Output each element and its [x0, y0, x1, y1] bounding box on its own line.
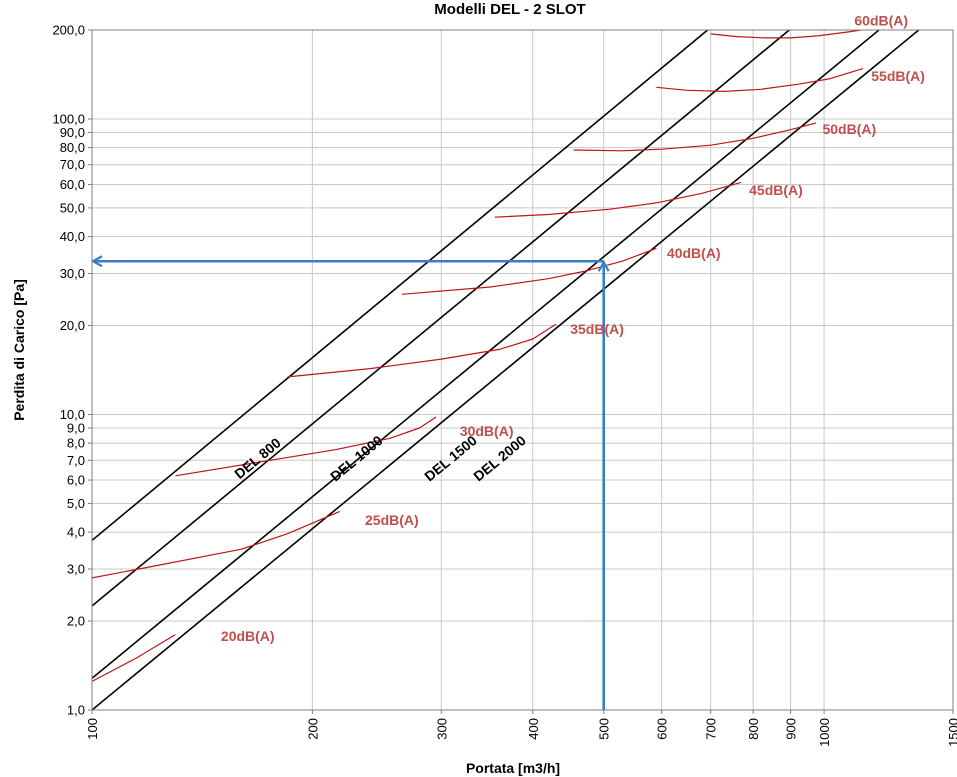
x-tick-label: 600	[655, 718, 670, 740]
y-tick-label: 9,0	[67, 421, 85, 436]
noise-label-50db-a: 50dB(A)	[822, 121, 876, 137]
noise-curve-50db-a	[573, 122, 817, 152]
x-tick-label: 500	[597, 718, 612, 740]
y-tick-label: 1,0	[67, 703, 85, 718]
example-selection	[93, 261, 604, 710]
noise-label-30db-a: 30dB(A)	[460, 423, 514, 439]
x-tick-label: 700	[704, 718, 719, 740]
y-tick-label: 5,0	[67, 496, 85, 511]
noise-labels: 20dB(A) 25dB(A) 30dB(A) 35dB(A) 40dB(A) 45dB(…	[221, 13, 925, 644]
noise-curves	[92, 30, 866, 682]
noise-label-55db-a: 55dB(A)	[871, 68, 925, 84]
y-tick-label: 4,0	[67, 525, 85, 540]
noise-label-25db-a: 25dB(A)	[365, 512, 419, 528]
noise-label-60db-a: 60dB(A)	[854, 13, 908, 29]
model-line-del-1000	[92, 30, 791, 607]
y-tick-label: 6,0	[67, 473, 85, 488]
noise-curve-25db-a	[92, 510, 341, 579]
model-label-del-1500: DEL 1500	[421, 432, 480, 484]
model-line-del-1500	[92, 30, 881, 679]
model-label-del-2000: DEL 2000	[470, 432, 529, 484]
y-axis-ticks: 1,0 2,0 3,0 4,0 5,0 6,0 7,0 8,09,010,0 20,0 30,0 4…	[52, 23, 92, 718]
y-tick-label: 2,0	[67, 614, 85, 629]
y-tick-label: 20,0	[60, 318, 85, 333]
noise-label-45db-a: 45dB(A)	[749, 182, 803, 198]
noise-curve-30db-a	[175, 416, 437, 477]
x-tick-label: 300	[434, 718, 449, 740]
x-tick-label: 1000	[817, 718, 832, 747]
y-tick-label: 10,0	[60, 407, 85, 422]
noise-curve-35db-a	[287, 323, 557, 378]
noise-curve-20db-a	[92, 634, 176, 682]
noise-curve-55db-a	[656, 68, 864, 93]
chart-title: Modelli DEL - 2 SLOT	[434, 1, 585, 18]
x-tick-label: 1500	[946, 718, 957, 747]
y-tick-label: 90,0	[60, 125, 85, 140]
model-line-del-2000	[92, 30, 921, 710]
y-tick-label: 3,0	[67, 562, 85, 577]
x-tick-label: 100	[85, 718, 100, 740]
y-tick-label: 100,0	[52, 111, 85, 126]
y-tick-label: 80,0	[60, 140, 85, 155]
noise-label-40db-a: 40dB(A)	[667, 245, 721, 261]
y-tick-label: 70,0	[60, 157, 85, 172]
noise-curve-60db-a	[710, 30, 866, 39]
model-lines	[92, 30, 921, 710]
x-tick-label: 800	[746, 718, 761, 740]
y-tick-label: 8,0	[67, 436, 85, 451]
x-tick-label: 900	[784, 718, 799, 740]
x-tick-label: 200	[305, 718, 320, 740]
x-tick-label: 400	[526, 718, 541, 740]
y-tick-label: 60,0	[60, 177, 85, 192]
noise-curve-40db-a	[401, 247, 657, 295]
y-tick-label: 40,0	[60, 229, 85, 244]
y-tick-label: 50,0	[60, 200, 85, 215]
y-tick-label: 200,0	[52, 23, 85, 38]
noise-label-35db-a: 35dB(A)	[570, 321, 624, 337]
x-axis-ticks: 100 200 300 400 500 600 700 800 900 1000 1500	[85, 710, 957, 747]
y-tick-label: 7,0	[67, 453, 85, 468]
plot-frame	[91, 29, 954, 711]
y-axis-title: Perdita di Carico [Pa]	[11, 279, 27, 421]
model-line-del-800	[92, 30, 709, 541]
noise-label-20db-a: 20dB(A)	[221, 628, 275, 644]
y-tick-label: 30,0	[60, 266, 85, 281]
noise-curve-45db-a	[494, 181, 742, 218]
model-label-del-800: DEL 800	[231, 434, 284, 482]
x-axis-title: Portata [m3/h]	[466, 760, 560, 776]
